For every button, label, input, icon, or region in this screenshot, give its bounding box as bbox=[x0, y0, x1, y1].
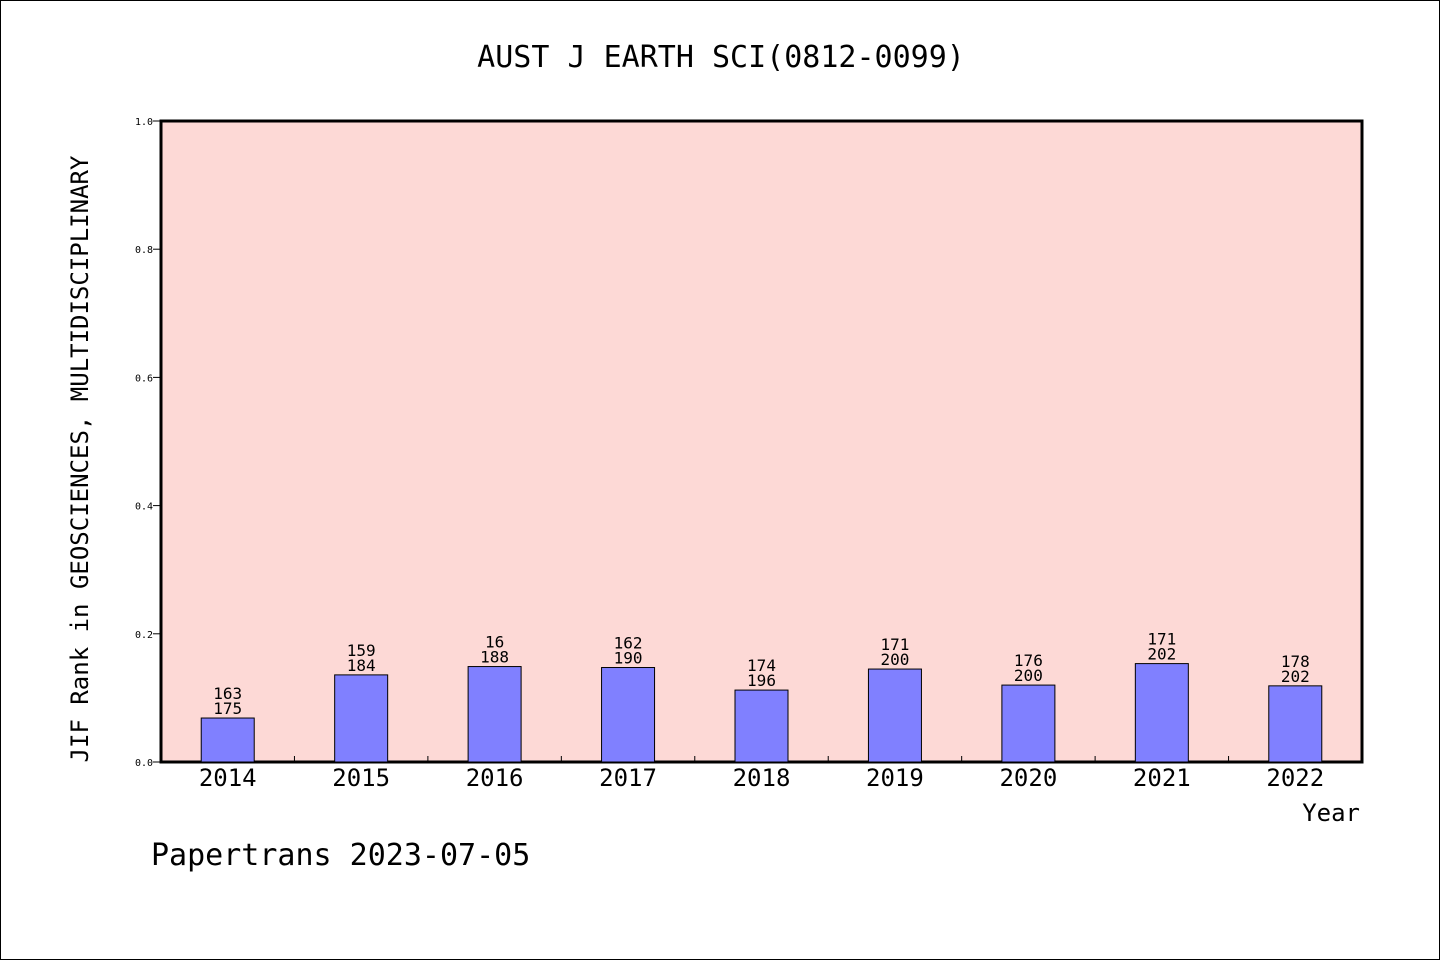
x-tick-label: 2020 bbox=[999, 764, 1057, 792]
x-axis-label: Year bbox=[1302, 799, 1360, 827]
x-tick-label: 2019 bbox=[866, 764, 924, 792]
bar-rank-label: 176 bbox=[1014, 651, 1043, 670]
y-axis-label: JIF Rank in GEOSCIENCES, MULTIDISCIPLINA… bbox=[66, 155, 94, 762]
x-tick-label: 2022 bbox=[1266, 764, 1324, 792]
bar-total-label: 190 bbox=[614, 649, 643, 668]
y-tick-label: 0.0 bbox=[135, 758, 153, 769]
bar-2021 bbox=[1134, 663, 1189, 763]
bar-rank-label: 174 bbox=[747, 656, 776, 675]
x-tick-label: 2016 bbox=[466, 764, 524, 792]
footer-text: Papertrans 2023-07-05 bbox=[151, 838, 530, 873]
bar-total-label: 188 bbox=[480, 648, 509, 667]
bar-total-label: 202 bbox=[1281, 667, 1310, 686]
x-tick-label: 2021 bbox=[1133, 764, 1191, 792]
y-tick-label: 0.4 bbox=[135, 502, 153, 513]
bar-2014 bbox=[200, 717, 255, 763]
bar-rank-label: 178 bbox=[1281, 652, 1310, 671]
y-tick-label: 0.6 bbox=[135, 373, 153, 384]
bar-total-label: 196 bbox=[747, 671, 776, 690]
bar-rank-label: 162 bbox=[614, 634, 643, 653]
bar-2017 bbox=[601, 667, 656, 763]
bar-2015 bbox=[334, 674, 389, 763]
x-tick-label: 2014 bbox=[199, 764, 257, 792]
bar-rank-label: 159 bbox=[347, 641, 376, 660]
bar-total-label: 184 bbox=[347, 656, 376, 675]
bar-rank-label: 171 bbox=[880, 635, 909, 654]
chart-title: AUST J EARTH SCI(0812-0099) bbox=[477, 40, 965, 75]
plot-area bbox=[159, 119, 1364, 764]
bar-rank-label: 163 bbox=[213, 684, 242, 703]
x-tick-label: 2017 bbox=[599, 764, 657, 792]
bar-2022 bbox=[1268, 685, 1323, 763]
y-tick-label: 0.8 bbox=[135, 245, 153, 256]
bar-total-label: 202 bbox=[1147, 645, 1176, 664]
y-axis: 0.0 0.2 0.4 0.6 0.8 1.0 bbox=[135, 117, 161, 769]
bar-rank-label: 16 bbox=[485, 633, 504, 652]
y-tick-label: 0.2 bbox=[135, 630, 153, 641]
y-tick-label: 1.0 bbox=[135, 117, 153, 128]
bar-2018 bbox=[734, 689, 789, 763]
x-tick-label: 2015 bbox=[332, 764, 390, 792]
bar-total-label: 200 bbox=[1014, 666, 1043, 685]
bar-2019 bbox=[867, 668, 922, 763]
x-axis: 2014 2015 2016 2017 2018 2019 2020 2021 2022 bbox=[199, 756, 1324, 792]
bar-2020 bbox=[1001, 684, 1056, 763]
bar-total-label: 200 bbox=[880, 650, 909, 669]
bar-rank-label: 171 bbox=[1147, 630, 1176, 649]
x-tick-label: 2018 bbox=[733, 764, 791, 792]
bar-2016 bbox=[467, 666, 522, 763]
bar-total-label: 175 bbox=[213, 699, 242, 718]
